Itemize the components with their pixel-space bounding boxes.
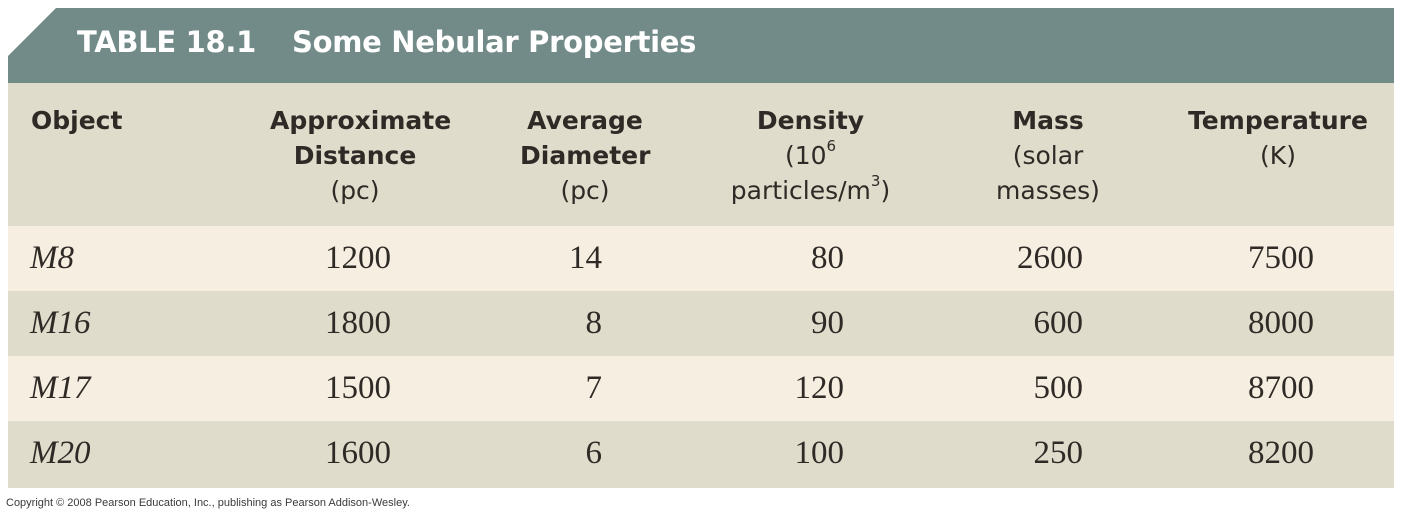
header-object: Object	[31, 106, 123, 135]
header-diameter: Average Diameter (pc)	[520, 106, 651, 205]
cell-diameter: 14	[569, 240, 602, 276]
cell-mass: 2600	[1017, 240, 1083, 276]
copyright-notice: Copyright © 2008 Pearson Education, Inc.…	[6, 497, 410, 509]
table-name: Some Nebular Properties	[292, 25, 697, 59]
header-temperature: Temperature (K)	[1188, 106, 1368, 170]
table-title-bar: TABLE 18.1 Some Nebular Properties	[8, 8, 1394, 83]
cell-distance: 1200	[325, 240, 391, 276]
cell-object: M17	[30, 370, 91, 406]
header-distance: Approximate Distance (pc)	[270, 106, 452, 205]
table-number: TABLE 18.1	[77, 25, 257, 59]
cell-object: M8	[30, 240, 74, 276]
cell-distance: 1800	[325, 305, 391, 341]
header-mass: Mass (solar masses)	[996, 106, 1100, 205]
table-row: M8 1200 14 80 2600 7500	[8, 226, 1394, 291]
cell-density: 120	[794, 370, 845, 406]
table-header-row: Object Approximate Distance (pc) Average…	[8, 83, 1394, 226]
cell-object: M20	[30, 435, 91, 471]
cell-density: 80	[811, 240, 844, 276]
cell-distance: 1500	[325, 370, 391, 406]
cell-diameter: 6	[585, 435, 603, 471]
cell-object: M16	[30, 305, 91, 341]
header-density: Density (106 particles/m3)	[730, 106, 891, 205]
cell-diameter: 8	[585, 305, 603, 341]
cell-mass: 600	[1033, 305, 1084, 341]
cell-temperature: 7500	[1248, 240, 1314, 276]
table-row: M17 1500 7 120 500 8700	[8, 356, 1394, 421]
cell-density: 90	[811, 305, 844, 341]
cell-temperature: 8000	[1248, 305, 1314, 341]
cell-diameter: 7	[585, 370, 603, 406]
cell-temperature: 8700	[1248, 370, 1314, 406]
cell-density: 100	[794, 435, 845, 471]
table-row: M20 1600 6 100 250 8200	[8, 421, 1394, 488]
cell-mass: 500	[1033, 370, 1084, 406]
cell-mass: 250	[1033, 435, 1084, 471]
table-row: M16 1800 8 90 600 8000	[8, 291, 1394, 356]
nebular-properties-table: TABLE 18.1 Some Nebular Properties Object…	[8, 8, 1394, 488]
cell-distance: 1600	[325, 435, 391, 471]
table-title: TABLE 18.1 Some Nebular Properties	[77, 25, 696, 59]
cell-temperature: 8200	[1248, 435, 1314, 471]
